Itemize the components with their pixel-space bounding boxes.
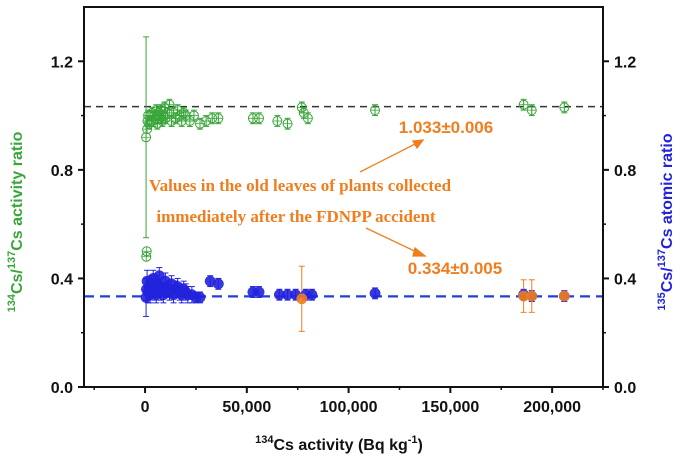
activity-point <box>272 116 283 126</box>
activity-point <box>152 118 163 129</box>
activity-point <box>296 102 307 113</box>
plot-frame <box>83 6 604 388</box>
ticks-layer: 0 50,000 100,000 150,000 200,000 0.0 0.0 0.4 0.4… <box>51 54 637 416</box>
activity-point <box>370 105 381 116</box>
activity-point <box>141 251 152 262</box>
arrow-head-atomic <box>412 246 427 257</box>
arrow-head-activity <box>411 139 425 150</box>
y-axis-right-title: 135Cs/137Cs atomic ratio <box>656 133 676 310</box>
y-left-tick-label: 0.0 <box>51 380 73 397</box>
activity-point <box>142 124 153 135</box>
old_leaves-point <box>296 293 308 305</box>
activity-point <box>559 102 570 113</box>
atomic-point <box>212 278 224 290</box>
annotation-line-2: immediately after the FDNPP accident <box>156 207 436 226</box>
activity-point <box>178 107 189 118</box>
x-tick-label: 150,000 <box>421 399 479 416</box>
y-left-tick-label: 0.4 <box>51 271 73 288</box>
data-points-layer <box>140 99 570 305</box>
activity-point <box>188 110 199 121</box>
atomic-point <box>306 289 318 301</box>
x-tick-label: 0 <box>141 399 150 416</box>
activity-point <box>526 105 537 116</box>
activity-point <box>159 102 170 113</box>
x-tick-label: 200,000 <box>523 399 581 416</box>
annotation-arrows <box>359 139 427 257</box>
activity-point <box>141 246 152 257</box>
activity-point <box>213 113 224 124</box>
x-tick-label: 50,000 <box>222 399 271 416</box>
activity-point <box>282 118 293 129</box>
activity-point <box>201 116 212 126</box>
old_leaves-point <box>526 290 538 302</box>
y-right-tick-label: 0.8 <box>614 163 636 180</box>
y-right-tick-label: 0.0 <box>614 380 636 397</box>
activity-point <box>254 113 265 124</box>
y-right-tick-label: 1.2 <box>614 54 636 71</box>
atomic-point <box>369 287 381 299</box>
atomic-point <box>253 286 265 298</box>
y-left-tick-label: 0.8 <box>51 163 73 180</box>
annotation-activity-value: 1.033±0.006 <box>399 118 493 137</box>
y-left-tick-label: 1.2 <box>51 54 73 71</box>
activity-point <box>195 118 206 129</box>
x-tick-label: 100,000 <box>320 399 378 416</box>
annotation-atomic-value: 0.334±0.005 <box>408 259 502 278</box>
x-axis-title: 134Cs activity (Bq kg-1) <box>255 434 423 454</box>
activity-point <box>172 105 183 116</box>
activity-point <box>164 99 175 110</box>
atomic-point <box>194 291 206 303</box>
activity-point <box>518 99 529 110</box>
arrow-to-activity-value <box>359 139 424 173</box>
y-right-tick-label: 0.4 <box>614 271 636 288</box>
activity-point <box>141 132 152 143</box>
y-axis-left-title: 134Cs/137Cs activity ratio <box>6 131 26 312</box>
activity-point <box>160 113 171 124</box>
activity-point <box>302 113 313 124</box>
old_leaves-point <box>558 290 570 302</box>
annotation-line-1: Values in the old leaves of plants colle… <box>149 176 452 195</box>
